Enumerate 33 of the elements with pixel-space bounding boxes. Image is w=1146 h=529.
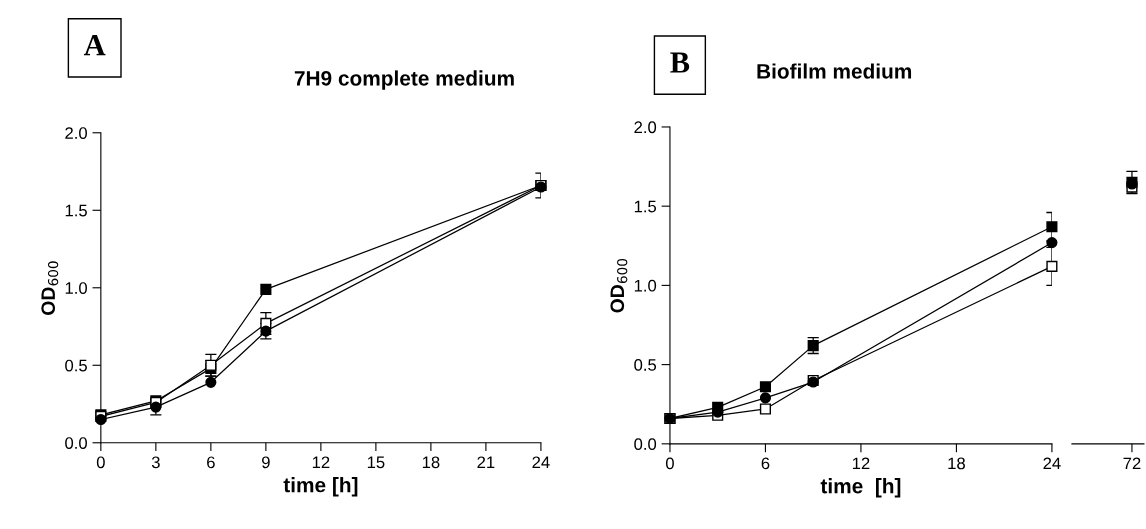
y-tick-label: 1.0 <box>65 282 87 294</box>
x-tick-label: 0 <box>665 457 674 470</box>
y-axis-title: OD$_{600}$ <box>41 261 59 315</box>
y-tick-label: 0.0 <box>634 438 657 451</box>
x-tick-label: 24 <box>532 456 550 469</box>
x-tick-label: 15 <box>367 456 385 469</box>
x-tick-label: 72 <box>1123 457 1141 470</box>
x-tick-label: 6 <box>207 456 215 469</box>
x-tick-label: 9 <box>262 456 270 469</box>
y-tick-label: 2.0 <box>65 127 87 139</box>
y-tick-label: 0.0 <box>65 437 87 449</box>
x-tick-label: 6 <box>761 457 770 470</box>
x-tick-label: 12 <box>312 456 330 469</box>
x-tick-label: 12 <box>852 457 870 470</box>
text: B <box>670 52 690 73</box>
y-tick-label: 1.5 <box>634 200 657 213</box>
y-axis-title: OD$_{600}$ <box>610 258 628 313</box>
y-tick-label: 0.5 <box>65 359 87 372</box>
x-tick-label: 0 <box>96 456 105 469</box>
x-tick-label: 3 <box>151 456 160 469</box>
x-axis-title: time [h] <box>820 478 901 498</box>
chart-title: 7H9 complete medium <box>294 70 514 90</box>
x-tick-label: 24 <box>1043 457 1061 470</box>
y-tick-label: 1.0 <box>634 279 657 292</box>
chart-title: Biofilm medium <box>757 63 912 79</box>
x-tick-label: 18 <box>422 456 440 469</box>
y-tick-label: 1.5 <box>65 204 87 217</box>
x-tick-label: 18 <box>948 457 965 470</box>
x-axis-title: time [h] <box>283 477 358 497</box>
y-tick-label: 0.5 <box>634 359 657 371</box>
y-tick-label: 2.0 <box>634 121 657 134</box>
text: A <box>83 35 106 56</box>
x-tick-label: 21 <box>477 456 495 469</box>
